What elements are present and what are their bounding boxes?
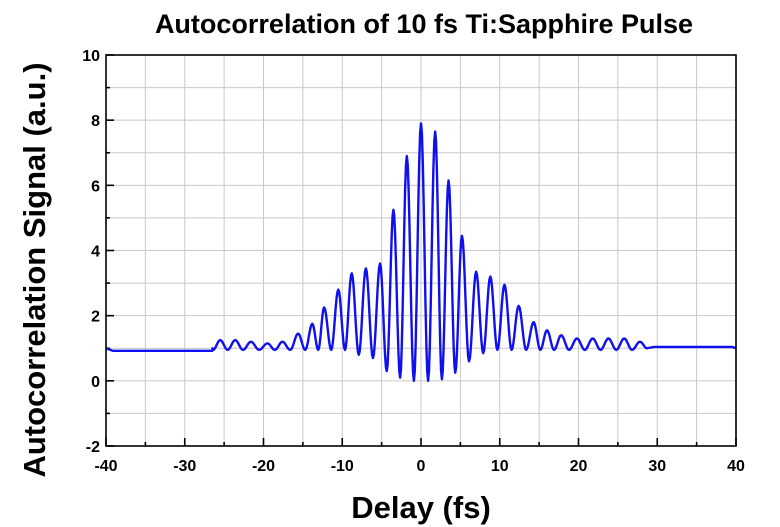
grid-lines — [106, 55, 736, 446]
x-tick-label: -40 — [94, 458, 117, 475]
y-tick-label: 0 — [91, 374, 100, 391]
x-tick-label: 30 — [648, 458, 666, 475]
x-axis-label: Delay (fs) — [351, 490, 491, 525]
y-tick-label: 6 — [91, 178, 100, 195]
y-tick-labels: -2 0 2 4 6 8 10 — [82, 48, 100, 456]
y-tick-label: 2 — [91, 309, 100, 326]
chart-title: Autocorrelation of 10 fs Ti:Sapphire Pul… — [155, 9, 693, 39]
x-tick-labels: -40 -30 -20 -10 0 10 20 30 40 — [94, 458, 745, 475]
y-tick-label: -2 — [86, 439, 100, 456]
y-axis-label: Autocorrelation Signal (a.u.) — [17, 62, 52, 477]
plot-frame — [105, 54, 737, 447]
y-tick-label: 10 — [82, 48, 100, 65]
autocorrelation-trace — [105, 122, 737, 383]
x-tick-label: 10 — [491, 458, 509, 475]
x-tick-label: 0 — [417, 458, 426, 475]
y-tick-label: 8 — [91, 113, 100, 130]
x-tick-label: 40 — [727, 458, 745, 475]
x-tick-label: -10 — [331, 458, 354, 475]
y-tick-label: 4 — [91, 244, 100, 261]
x-tick-label: 20 — [570, 458, 588, 475]
x-tick-label: -30 — [173, 458, 196, 475]
x-tick-label: -20 — [252, 458, 275, 475]
